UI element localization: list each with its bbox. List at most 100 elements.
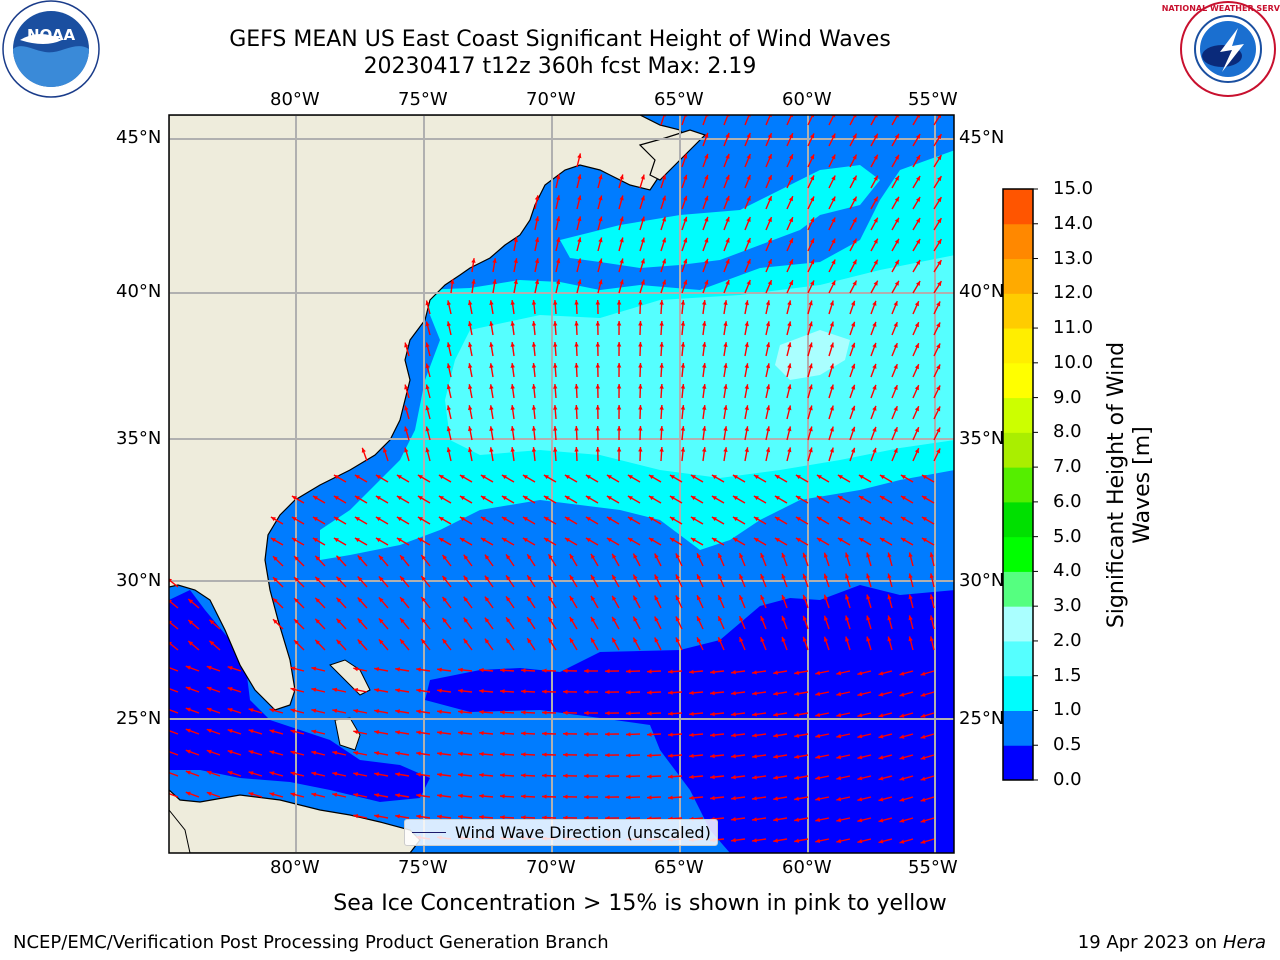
wave-direction-arrowhead: [725, 174, 730, 180]
wave-direction-arrowhead: [595, 384, 600, 389]
wave-direction-arrowhead: [810, 154, 814, 160]
wave-direction-arrowhead: [765, 300, 771, 306]
wave-direction-arrowhead: [400, 618, 405, 624]
wave-direction-arrowhead: [794, 754, 800, 759]
wave-direction-arrowhead: [937, 218, 942, 224]
wave-direction-arrowhead: [937, 239, 942, 245]
wave-direction-arrowhead: [659, 342, 664, 347]
wave-direction-arrowhead: [425, 363, 430, 369]
wave-direction-arrowhead: [914, 322, 919, 328]
wave-direction-arrowhead: [808, 447, 813, 453]
footer-date: 19 Apr 2023 on Hera: [1078, 932, 1266, 953]
wave-direction-arrowhead: [480, 538, 486, 543]
wave-direction-arrowhead: [669, 517, 675, 522]
wave-direction-arrowhead: [500, 668, 505, 673]
wave-direction-arrowhead: [459, 538, 465, 543]
wave-direction-arrowhead: [311, 708, 317, 713]
wave-direction-arrowhead: [936, 448, 941, 454]
wave-direction-arrowhead: [788, 133, 793, 139]
wave-direction-arrowhead: [468, 363, 473, 369]
wave-direction-arrowhead: [416, 751, 421, 756]
wave-direction-arrowhead: [506, 554, 511, 560]
wave-direction-arrowhead: [591, 574, 596, 580]
colorbar-tick-label: 6.0: [1053, 490, 1082, 512]
wave-direction-arrowhead: [836, 796, 842, 802]
wave-direction-arrowhead: [548, 575, 553, 581]
wave-direction-arrowhead: [823, 636, 828, 642]
wave-direction-arrowhead: [894, 238, 899, 244]
wave-direction-arrowhead: [878, 839, 884, 844]
wave-band-1.0-1.5-north: [560, 165, 880, 268]
wave-direction-arrowhead: [781, 636, 786, 642]
wave-direction-arrowhead: [690, 475, 696, 480]
wave-direction-arrowhead: [710, 669, 715, 675]
lat-label-right-45n: 45°N: [959, 127, 1005, 148]
colorbar-tick-label: 1.5: [1053, 664, 1082, 686]
wave-direction-arrowhead: [723, 363, 728, 368]
wave-direction-arrowhead: [739, 595, 744, 601]
wave-direction-arrowhead: [675, 637, 680, 643]
wave-direction-arrowhead: [866, 636, 871, 642]
wave-direction-arrowhead: [574, 447, 579, 452]
wave-direction-arrowhead: [574, 426, 579, 431]
wave-direction-arrowhead: [227, 771, 233, 776]
wave-direction-arrowhead: [654, 616, 659, 622]
wave-direction-arrowhead: [723, 384, 728, 389]
wave-direction-arrowhead: [417, 475, 423, 480]
wave-direction-arrowhead: [311, 750, 317, 755]
wave-direction-arrowhead: [753, 475, 759, 480]
wave-direction-arrowhead: [185, 791, 191, 796]
wave-direction-arrowhead: [829, 384, 834, 390]
wave-direction-arrowhead: [659, 300, 664, 305]
wave-direction-arrowhead: [591, 637, 596, 643]
wave-direction-arrowhead: [704, 153, 709, 159]
wave-direction-arrowhead: [354, 538, 360, 543]
wave-direction-arrowhead: [510, 300, 515, 305]
wave-direction-arrowhead: [879, 496, 885, 501]
wave-direction-arrowhead: [916, 239, 921, 244]
wave-direction-arrowhead: [648, 517, 654, 522]
wave-direction-arrowhead: [773, 817, 778, 822]
wave-direction-arrowhead: [188, 599, 194, 604]
wave-direction-arrowhead: [680, 300, 686, 305]
wave-direction-arrowhead: [437, 709, 442, 714]
wave-direction-arrowhead: [810, 259, 814, 265]
wave-direction-arrowhead: [829, 363, 834, 369]
wave-direction-arrowhead: [619, 195, 624, 201]
wave-direction-arrowhead: [936, 301, 941, 307]
wave-direction-arrowhead: [574, 405, 579, 410]
wave-direction-arrowhead: [269, 729, 275, 734]
wave-direction-arrowhead: [605, 711, 610, 716]
colorbar-tick-label: 9.0: [1053, 386, 1082, 408]
wave-direction-arrowhead: [437, 793, 442, 798]
wave-direction-arrowhead: [788, 238, 793, 244]
wave-direction-arrowhead: [484, 554, 490, 560]
wave-direction-arrowhead: [569, 617, 574, 622]
wave-direction-arrowhead: [375, 496, 381, 501]
wave-direction-arrowhead: [638, 300, 643, 305]
wave-direction-arrowhead: [851, 321, 856, 327]
wave-direction-arrowhead: [633, 616, 638, 622]
wave-direction-arrowhead: [542, 710, 547, 715]
wave-direction-arrowhead: [534, 258, 540, 264]
noaa-logo-text: NOAA: [27, 26, 76, 44]
wave-direction-arrowhead: [872, 384, 877, 390]
wave-direction-arrowhead: [829, 300, 834, 306]
wave-direction-arrowhead: [794, 838, 800, 843]
wave-direction-arrowhead: [458, 814, 463, 820]
wave-direction-arrowhead: [937, 134, 942, 140]
lon-label-top-55w: 55°W: [908, 89, 958, 110]
wave-direction-arrowhead: [437, 667, 442, 672]
wave-direction-arrowhead: [808, 300, 813, 306]
wave-direction-arrowhead: [185, 749, 191, 754]
wave-direction-arrow: [912, 115, 920, 126]
wave-direction-arrowhead: [752, 775, 757, 780]
wave-direction-arrowhead: [626, 690, 631, 695]
wave-direction-arrowhead: [908, 615, 913, 621]
wave-direction-arrowhead: [836, 733, 842, 739]
wave-direction-arrowhead: [400, 639, 405, 645]
land-yucatan: [169, 809, 191, 853]
lat-label-left-35n: 35°N: [116, 428, 162, 449]
wave-direction-arrowhead: [605, 669, 610, 674]
wave-direction-arrowhead: [908, 552, 913, 558]
